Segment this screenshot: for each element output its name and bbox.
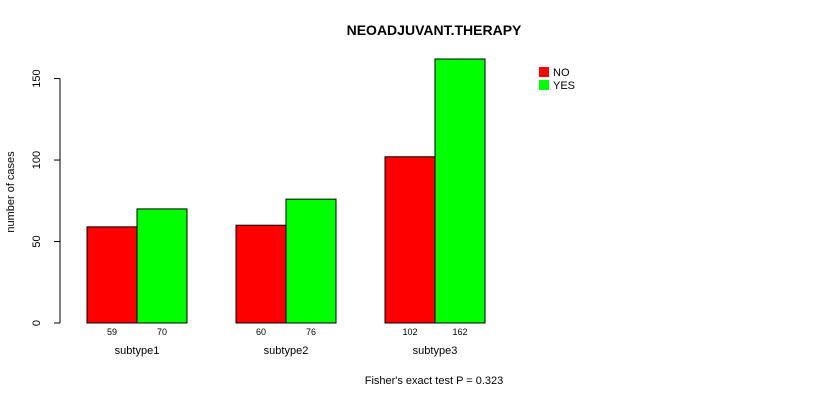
bar-value-label: 70: [157, 327, 167, 337]
bar-value-label: 60: [256, 327, 266, 337]
bar-value-label: 102: [402, 327, 417, 337]
y-tick-label: 100: [31, 151, 43, 169]
y-axis-label: number of cases: [5, 151, 17, 233]
legend-swatch-yes: [539, 80, 549, 90]
bar-subtype1-yes: [136, 208, 188, 324]
legend-label-no: NO: [553, 67, 570, 79]
fisher-test-footnote: Fisher's exact test P = 0.323: [365, 375, 504, 387]
category-labels-group: subtype1 subtype2 subtype3: [115, 345, 458, 357]
bar-value-label: 76: [306, 327, 316, 337]
bars-group: [86, 58, 486, 324]
legend-label-yes: YES: [553, 80, 575, 92]
y-tick-label: 0: [31, 320, 43, 326]
bar-subtype3-no: [384, 156, 436, 324]
category-label-subtype1: subtype1: [115, 345, 160, 357]
category-label-subtype2: subtype2: [264, 345, 309, 357]
bar-subtype1-no: [86, 226, 138, 324]
y-tick-label: 50: [31, 235, 43, 247]
bar-value-label: 59: [107, 327, 117, 337]
chart-title: NEOADJUVANT.THERAPY: [347, 22, 522, 38]
y-tick-label: 150: [31, 69, 43, 87]
bar-subtype2-no: [235, 224, 287, 324]
bar-subtype2-yes: [285, 198, 337, 324]
bar-value-label: 162: [452, 327, 467, 337]
bar-subtype3-yes: [434, 58, 486, 324]
data-labels-group: 59 70 60 76 102 162: [107, 327, 468, 337]
y-axis: 0 50 100 150: [31, 69, 61, 326]
category-label-subtype3: subtype3: [413, 345, 458, 357]
legend-swatch-no: [539, 67, 549, 77]
